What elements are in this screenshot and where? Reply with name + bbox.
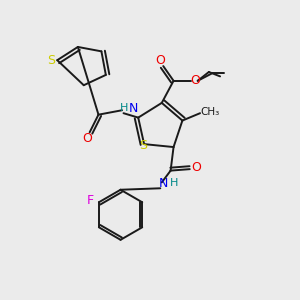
Text: O: O: [155, 54, 165, 67]
Text: O: O: [191, 161, 201, 174]
Text: S: S: [47, 54, 55, 67]
Text: H: H: [120, 103, 129, 113]
Text: N: N: [159, 177, 169, 190]
Text: S: S: [139, 139, 147, 152]
Text: O: O: [82, 132, 92, 145]
Text: F: F: [87, 194, 94, 207]
Text: O: O: [191, 74, 201, 87]
Text: H: H: [170, 178, 178, 188]
Text: N: N: [129, 102, 139, 115]
Text: CH₃: CH₃: [201, 107, 220, 117]
